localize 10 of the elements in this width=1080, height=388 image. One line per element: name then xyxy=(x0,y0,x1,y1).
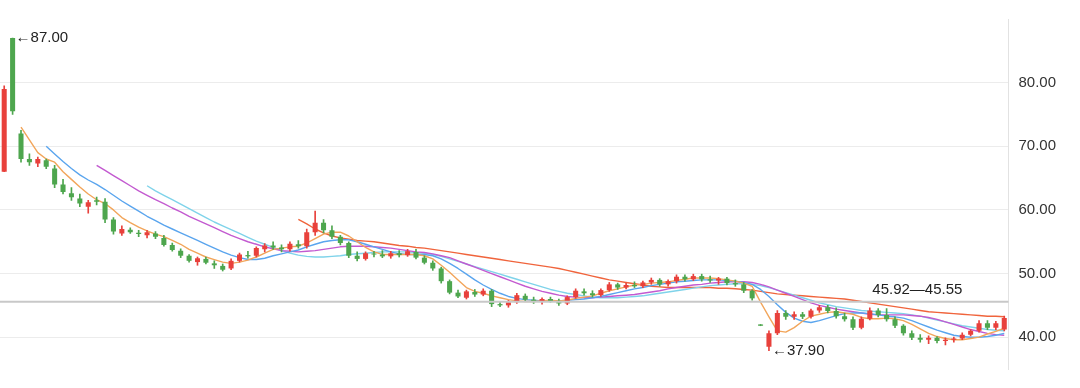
candlestick xyxy=(951,336,957,343)
y-tick-label: 50.00 xyxy=(1018,263,1057,281)
candlestick xyxy=(707,275,713,283)
ref-line-label: 45.92—45.55 xyxy=(872,279,963,297)
annotation: ←87.00 xyxy=(15,28,69,46)
y-tick-label: 80.00 xyxy=(1018,72,1057,90)
y-tick-label: 60.00 xyxy=(1018,200,1057,218)
y-tick-label: 70.00 xyxy=(1018,136,1057,154)
y-tick-label: 40.00 xyxy=(1018,327,1057,345)
annotation: ←37.90 xyxy=(771,340,825,358)
